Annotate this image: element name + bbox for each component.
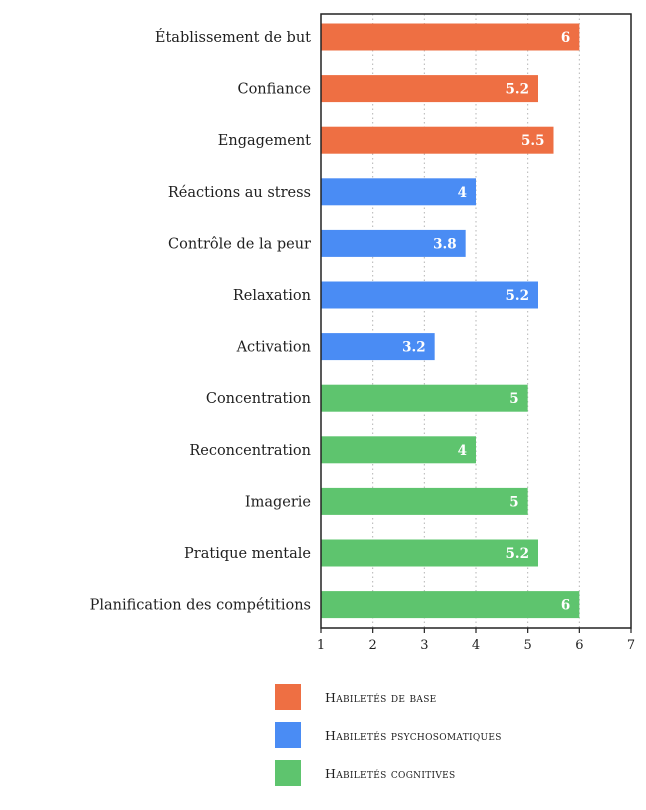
category-label-3: Réactions au stress: [168, 185, 311, 201]
x-tick-label-4: 5: [524, 638, 532, 653]
value-label-1: 5.2: [506, 82, 530, 98]
bar-6: [321, 333, 435, 361]
bar-0: [321, 23, 580, 51]
value-label-11: 6: [561, 598, 570, 614]
value-label-0: 6: [561, 30, 570, 46]
category-label-8: Reconcentration: [189, 443, 311, 459]
category-label-10: Pratique mentale: [184, 546, 311, 562]
value-label-7: 5: [509, 391, 518, 407]
bar-11: [321, 591, 580, 619]
value-label-5: 5.2: [506, 288, 530, 304]
legend-label-cognitive: Habiletés cognitives: [325, 765, 456, 781]
category-label-5: Relaxation: [233, 288, 311, 304]
category-label-0: Établissement de but: [155, 28, 311, 46]
category-label-9: Imagerie: [245, 494, 311, 510]
bar-8: [321, 436, 476, 464]
bar-9: [321, 487, 528, 515]
x-axis-ticks: 1 2 3 4 5 6 7: [317, 628, 635, 653]
bar-2: [321, 126, 554, 154]
x-tick-label-6: 7: [627, 638, 635, 653]
legend-label-base: Habiletés de base: [325, 689, 437, 705]
legend-swatch-base: [275, 684, 301, 710]
legend-label-psychosomatic: Habiletés psychosomatiques: [325, 727, 502, 743]
category-label-2: Engagement: [218, 133, 311, 149]
bars: [321, 23, 580, 619]
x-tick-label-0: 1: [317, 638, 325, 653]
x-tick-label-3: 4: [472, 638, 480, 653]
value-label-4: 3.8: [433, 236, 457, 252]
legend-swatch-psychosomatic: [275, 722, 301, 748]
bar-4: [321, 229, 466, 257]
legend-item-cognitive: Habiletés cognitives: [275, 754, 502, 792]
category-label-1: Confiance: [237, 82, 311, 98]
category-labels: Établissement de but Confiance Engagement R…: [90, 28, 312, 614]
category-label-7: Concentration: [206, 391, 311, 407]
bar-7: [321, 384, 528, 412]
category-label-4: Contrôle de la peur: [168, 236, 311, 252]
x-tick-label-2: 3: [420, 638, 428, 653]
x-tick-label-5: 6: [575, 638, 583, 653]
legend-swatch-cognitive: [275, 760, 301, 786]
x-tick-label-1: 2: [369, 638, 377, 653]
category-label-6: Activation: [236, 340, 311, 356]
bar-chart: 6 5.2 5.5 4 3.8 5.2 3.2 5 4 5 5.2 6 Établissement d…: [90, 13, 635, 653]
value-label-8: 4: [458, 443, 467, 459]
value-label-2: 5.5: [521, 133, 545, 149]
category-label-11: Planification des compétitions: [90, 598, 311, 614]
legend-item-psychosomatic: Habiletés psychosomatiques: [275, 716, 502, 754]
value-label-3: 4: [458, 185, 467, 201]
legend: Habiletés de base Habiletés psychosomati…: [275, 678, 502, 792]
value-label-9: 5: [509, 494, 518, 510]
bar-10: [321, 539, 538, 567]
value-labels: 6 5.2 5.5 4 3.8 5.2 3.2 5 4 5 5.2 6: [402, 30, 570, 614]
legend-item-base: Habiletés de base: [275, 678, 502, 716]
bar-5: [321, 281, 538, 309]
value-label-6: 3.2: [402, 340, 426, 356]
plot-frame: [320, 13, 632, 629]
bar-3: [321, 178, 476, 206]
value-label-10: 5.2: [506, 546, 530, 562]
bar-1: [321, 75, 538, 103]
grid-lines: [372, 14, 580, 628]
